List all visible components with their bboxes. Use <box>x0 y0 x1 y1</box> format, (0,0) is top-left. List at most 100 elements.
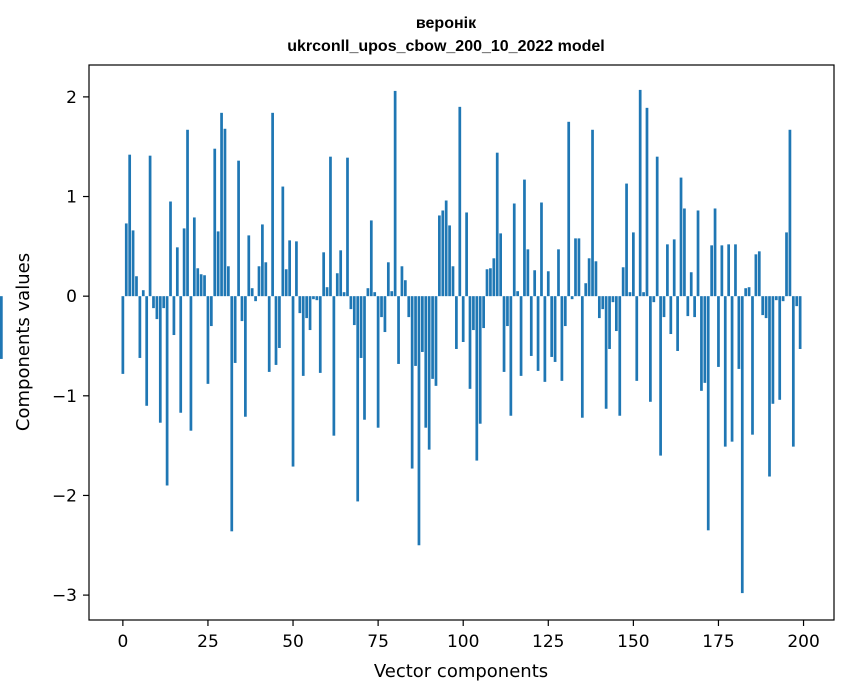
bar <box>346 157 349 297</box>
bar <box>638 89 642 297</box>
bar <box>162 296 166 309</box>
y-axis-label: Components values <box>13 253 34 431</box>
bar <box>305 296 308 319</box>
bar <box>244 296 247 417</box>
bar <box>482 296 485 329</box>
bar <box>669 296 673 335</box>
bar <box>271 112 274 297</box>
bar <box>679 177 683 297</box>
bar <box>785 232 788 297</box>
bar <box>291 296 295 467</box>
bar <box>696 210 700 297</box>
bar <box>611 296 615 303</box>
bar <box>175 247 179 297</box>
bar <box>158 296 162 423</box>
x-axis-ticks: 0 25 50 75 100 125 150 175 200 <box>117 620 820 652</box>
bar <box>740 296 744 594</box>
bar <box>407 296 411 318</box>
bar <box>386 262 390 297</box>
bar <box>380 296 383 318</box>
bar <box>723 296 727 447</box>
bar <box>700 296 703 391</box>
bar <box>492 258 496 297</box>
bar <box>591 129 594 297</box>
bar <box>604 296 608 409</box>
bar <box>649 296 652 402</box>
bar <box>754 254 758 297</box>
bar <box>751 296 754 435</box>
bar <box>529 296 533 356</box>
bar <box>441 210 445 297</box>
bar <box>516 291 520 297</box>
chart-title-line2: ukrconll_upos_cbow_200_10_2022 model <box>287 38 604 55</box>
bar <box>186 129 189 297</box>
bar <box>247 235 251 297</box>
bar <box>563 296 567 327</box>
bar <box>448 225 451 297</box>
bar <box>261 224 264 297</box>
bar <box>189 296 193 431</box>
bar <box>550 296 554 357</box>
x-tick-label: 125 <box>532 632 564 652</box>
bar <box>325 287 329 297</box>
bar <box>220 112 223 297</box>
x-tick-label: 0 <box>117 632 128 652</box>
bar <box>424 296 428 428</box>
bar <box>676 296 679 351</box>
bar <box>553 296 557 362</box>
bar <box>706 296 710 531</box>
bar <box>683 208 686 297</box>
bar <box>369 220 373 297</box>
bar <box>720 245 724 297</box>
bar <box>795 296 799 307</box>
bar <box>472 296 475 331</box>
bar <box>672 239 676 297</box>
bar <box>761 296 765 316</box>
bar <box>216 231 220 297</box>
bar <box>526 249 530 297</box>
bar <box>567 121 571 297</box>
bar <box>393 90 397 297</box>
bar <box>179 296 183 413</box>
bar <box>791 296 795 447</box>
bar <box>747 287 751 297</box>
bar <box>128 154 132 297</box>
bar <box>560 296 564 381</box>
y-tick-label: −3 <box>52 586 77 606</box>
bar <box>757 251 761 297</box>
bar <box>135 276 138 297</box>
bar <box>502 296 506 372</box>
y-axis-ticks: −3 −2 −1 0 1 2 <box>52 88 89 606</box>
bar <box>601 296 605 310</box>
bar <box>342 292 346 297</box>
bar <box>257 266 261 297</box>
y-tick-label: 1 <box>66 188 77 208</box>
bar <box>172 296 176 336</box>
bar <box>335 273 339 297</box>
bar <box>165 296 169 486</box>
bar <box>546 271 550 297</box>
bar <box>274 296 278 365</box>
bar <box>625 183 628 297</box>
bar <box>227 266 230 297</box>
bar <box>298 296 302 314</box>
bar <box>284 269 288 297</box>
bar <box>788 129 792 297</box>
bar <box>798 296 802 349</box>
bar <box>468 296 472 389</box>
bar <box>580 296 584 418</box>
bar <box>182 228 186 297</box>
bar <box>233 296 237 363</box>
bar <box>356 296 360 502</box>
bar <box>703 296 707 383</box>
bar <box>540 202 543 297</box>
bar <box>727 244 731 297</box>
bar <box>196 268 200 297</box>
y-tick-label: 2 <box>66 88 77 108</box>
bar <box>781 296 785 302</box>
x-tick-label: 50 <box>282 632 304 652</box>
bar <box>203 275 206 297</box>
bar <box>339 250 343 297</box>
bar <box>434 296 438 386</box>
bar <box>768 296 771 477</box>
